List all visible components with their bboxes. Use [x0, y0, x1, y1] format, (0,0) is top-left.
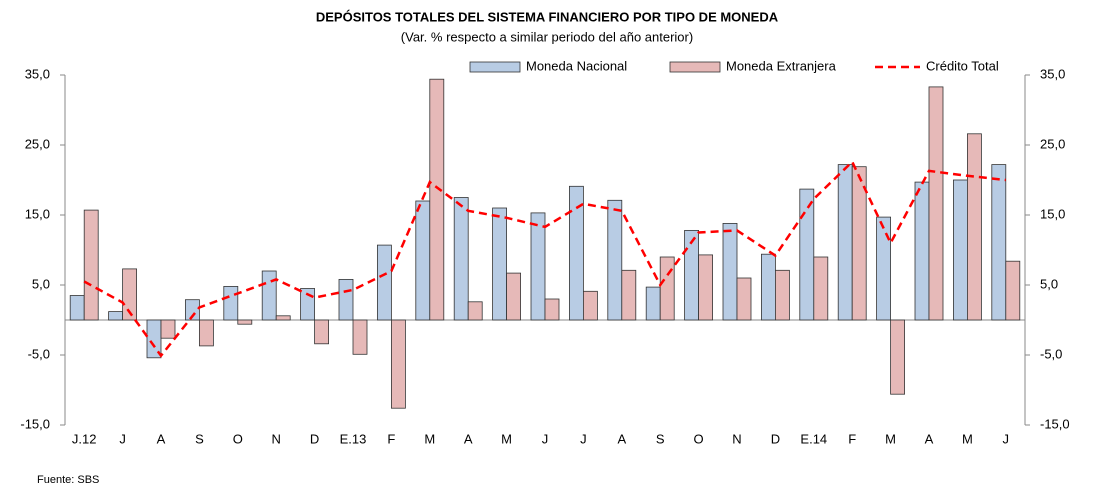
- bar: [991, 164, 1007, 321]
- x-tick-label: N: [272, 431, 281, 446]
- x-tick-label: S: [656, 431, 665, 446]
- bar: [108, 311, 123, 321]
- legend-swatch: [469, 61, 521, 73]
- bar: [645, 286, 661, 321]
- x-tick-label: S: [195, 431, 204, 446]
- bar: [83, 209, 99, 321]
- bar: [736, 277, 752, 321]
- y-tick-label: 35,0: [25, 66, 50, 81]
- bar: [492, 207, 508, 321]
- x-tick-label: J.12: [72, 431, 97, 446]
- bar: [722, 222, 738, 321]
- y2-tick-label: 15,0: [1040, 206, 1065, 221]
- x-tick-label: M: [885, 431, 896, 446]
- x-tick-label: J: [580, 431, 587, 446]
- bar: [851, 166, 867, 321]
- y2-tick-label: -5,0: [1040, 346, 1062, 361]
- bar: [506, 272, 522, 321]
- bar: [122, 268, 137, 321]
- bar: [914, 181, 930, 321]
- legend-label: Moneda Extranjera: [726, 58, 837, 73]
- bar: [621, 269, 637, 321]
- bar: [223, 285, 239, 321]
- bar: [1005, 260, 1021, 321]
- x-tick-label: J: [1003, 431, 1010, 446]
- bar: [659, 256, 675, 321]
- x-tick-label: A: [617, 431, 626, 446]
- y-tick-label: -5,0: [28, 346, 50, 361]
- bar: [275, 315, 291, 321]
- x-tick-label: A: [464, 431, 473, 446]
- x-tick-label: J: [542, 431, 549, 446]
- bar: [607, 199, 623, 321]
- bar: [530, 212, 546, 321]
- x-tick-label: M: [424, 431, 435, 446]
- legend-label: Moneda Nacional: [526, 58, 627, 73]
- bar: [146, 319, 162, 359]
- bar: [338, 278, 354, 321]
- bar: [698, 254, 713, 321]
- bar: [967, 133, 982, 321]
- y2-tick-label: 25,0: [1040, 136, 1065, 151]
- chart-subtitle: (Var. % respecto a similar periodo del a…: [401, 29, 693, 44]
- y-tick-label: -15,0: [20, 416, 50, 431]
- y2-tick-label: 35,0: [1040, 66, 1065, 81]
- bar: [69, 295, 85, 321]
- bar: [261, 270, 277, 321]
- x-tick-label: M: [962, 431, 973, 446]
- x-tick-label: N: [732, 431, 741, 446]
- bar: [390, 319, 406, 409]
- y2-tick-label: 5,0: [1040, 276, 1058, 291]
- bar: [876, 216, 891, 321]
- bar: [837, 164, 853, 321]
- bar: [953, 179, 968, 321]
- x-tick-label: A: [925, 431, 934, 446]
- y2-tick-label: -15,0: [1040, 416, 1070, 431]
- bar: [890, 319, 905, 395]
- y-tick-label: 5,0: [32, 276, 50, 291]
- bar: [928, 86, 944, 321]
- x-tick-label: F: [848, 431, 856, 446]
- bar: [184, 299, 200, 321]
- x-tick-label: F: [387, 431, 395, 446]
- bar: [429, 78, 445, 321]
- bar: [160, 319, 176, 339]
- x-tick-label: J: [119, 431, 126, 446]
- x-tick-label: E.14: [800, 431, 827, 446]
- bar: [415, 200, 431, 321]
- chart-title: DEPÓSITOS TOTALES DEL SISTEMA FINANCIERO…: [316, 9, 779, 24]
- bar: [583, 290, 598, 321]
- source: Fuente: SBS: [37, 474, 99, 486]
- bar: [761, 253, 776, 321]
- x-tick-label: A: [157, 431, 166, 446]
- bar: [569, 185, 584, 321]
- bar: [376, 244, 392, 321]
- y-tick-label: 15,0: [25, 206, 50, 221]
- bar: [314, 319, 330, 345]
- x-tick-label: M: [501, 431, 512, 446]
- x-tick-label: O: [233, 431, 243, 446]
- bar: [467, 301, 483, 321]
- bar: [775, 269, 790, 321]
- bar: [453, 197, 469, 321]
- line: [83, 159, 1006, 358]
- y-tick-label: 25,0: [25, 136, 50, 151]
- bar: [237, 319, 253, 325]
- bar: [799, 188, 815, 321]
- legend-label: Crédito Total: [926, 58, 999, 73]
- x-tick-label: O: [694, 431, 704, 446]
- bar: [544, 298, 560, 321]
- bar: [813, 256, 829, 321]
- x-tick-label: D: [310, 431, 319, 446]
- x-tick-label: D: [771, 431, 780, 446]
- legend-swatch: [669, 61, 721, 73]
- bar: [352, 319, 368, 355]
- x-tick-label: E.13: [340, 431, 367, 446]
- bar: [198, 319, 214, 347]
